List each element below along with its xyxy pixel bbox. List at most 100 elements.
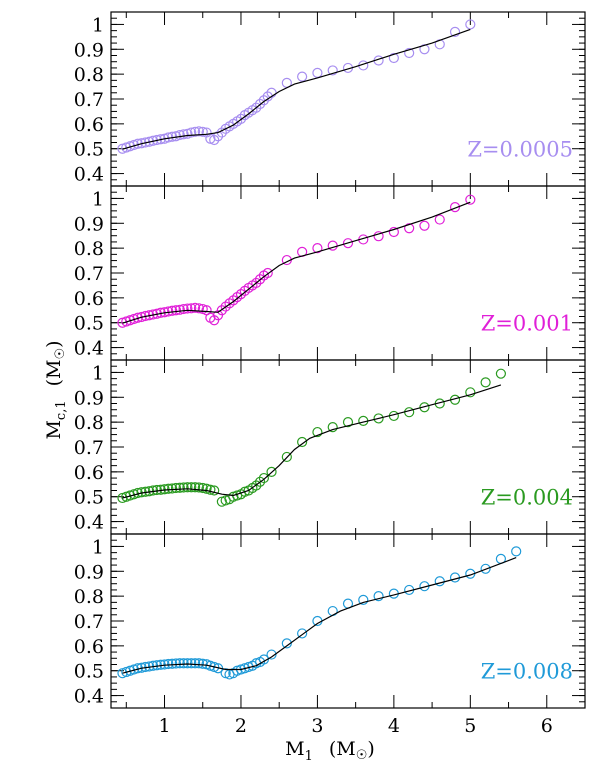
data-point xyxy=(449,572,461,583)
data-point xyxy=(258,95,270,106)
data-point xyxy=(465,387,476,398)
data-point xyxy=(189,126,201,137)
data-point xyxy=(186,303,197,314)
data-point xyxy=(373,231,384,242)
x-axis-label-sub: 1 xyxy=(305,749,313,764)
data-point xyxy=(186,658,197,669)
data-point xyxy=(167,305,178,316)
y-tick-label: 0.9 xyxy=(74,561,104,583)
data-point xyxy=(480,563,491,574)
data-point xyxy=(404,407,415,418)
data-point xyxy=(404,47,415,59)
data-point xyxy=(358,594,369,605)
panel-3: 0.4 0.5 0.6 0.7 0.8 0.9 1 Z=0.004 xyxy=(74,359,586,535)
x-axis-label-unit: (M xyxy=(329,738,356,760)
data-point xyxy=(266,87,277,98)
data-point xyxy=(193,658,205,669)
data-point xyxy=(266,649,277,660)
panel-label: Z=0.0005 xyxy=(467,137,573,161)
data-point xyxy=(174,304,185,315)
y-tick-label: 1 xyxy=(92,14,104,36)
data-point xyxy=(327,65,338,76)
data-point xyxy=(281,451,292,463)
panel-1: 0.4 0.5 0.6 0.7 0.8 0.9 1 Z=0.0005 xyxy=(74,11,586,187)
fit-line xyxy=(122,557,517,674)
x-tick-label: 4 xyxy=(388,715,400,737)
data-point xyxy=(235,113,247,124)
y-tick-label: 0.7 xyxy=(74,263,104,285)
data-point xyxy=(182,482,193,493)
data-point xyxy=(465,19,476,30)
y-tick-label: 0.8 xyxy=(74,586,104,608)
data-point xyxy=(262,267,273,279)
data-point xyxy=(186,127,197,138)
data-point xyxy=(201,483,212,494)
data-point xyxy=(251,102,262,113)
x-tick-label: 6 xyxy=(541,715,553,737)
data-point xyxy=(163,483,174,494)
y-tick-label: 0.9 xyxy=(74,39,104,61)
y-tick-label: 0.7 xyxy=(74,89,104,111)
data-point xyxy=(189,302,201,313)
x-tick-label: 2 xyxy=(235,715,247,737)
data-point xyxy=(205,484,216,495)
y-tick-label: 0.4 xyxy=(74,512,104,534)
fit-line xyxy=(122,384,502,499)
data-point xyxy=(495,368,507,379)
data-point xyxy=(449,202,461,213)
x-tick-label: 5 xyxy=(464,715,476,737)
y-tick-label: 0.6 xyxy=(74,636,104,658)
data-point xyxy=(312,426,323,438)
fit-line xyxy=(122,201,471,324)
data-point xyxy=(163,658,174,670)
data-point xyxy=(342,417,354,428)
data-point xyxy=(216,305,227,316)
data-point xyxy=(388,226,399,238)
y-tick-label: 0.6 xyxy=(74,288,104,310)
data-point xyxy=(312,243,323,254)
y-tick-label: 0.7 xyxy=(74,611,104,633)
panels: 0.40.50.60.70.80.91Z=0.00050.40.50.60.70… xyxy=(74,11,586,737)
panel-label: Z=0.004 xyxy=(481,485,573,509)
data-point xyxy=(178,658,189,669)
y-tick-label: 0.9 xyxy=(74,213,104,235)
y-axis-label: Mc,1 (M☉) xyxy=(43,340,69,439)
data-point xyxy=(136,311,147,323)
y-tick-label: 0.5 xyxy=(74,313,104,335)
data-point xyxy=(174,658,185,669)
data-point xyxy=(178,129,189,140)
data-point xyxy=(419,220,430,231)
data-point xyxy=(404,223,415,234)
sun-symbol-icon: ☉ xyxy=(356,748,368,763)
y-tick-label: 1 xyxy=(92,188,104,210)
data-point xyxy=(170,305,182,316)
data-point xyxy=(189,482,201,493)
data-point xyxy=(144,136,155,147)
svg-text:M1(M☉): M1 (M☉) xyxy=(285,738,375,764)
y-axis-label-unit-close: ) xyxy=(43,340,65,347)
data-point xyxy=(297,628,308,639)
data-point xyxy=(480,377,491,388)
data-point xyxy=(209,134,220,146)
data-point xyxy=(189,658,201,669)
data-point xyxy=(132,312,143,323)
data-point xyxy=(251,277,262,289)
y-tick-label: 0.5 xyxy=(74,661,104,683)
data-point xyxy=(434,214,445,225)
data-point xyxy=(297,436,308,448)
data-point xyxy=(193,303,205,314)
data-point xyxy=(266,466,277,477)
data-point xyxy=(193,126,205,137)
data-point xyxy=(251,480,262,491)
y-axis-label-sub: c,1 xyxy=(54,400,69,420)
data-point xyxy=(170,482,182,494)
data-point xyxy=(254,274,266,285)
y-tick-label: 0.5 xyxy=(74,139,104,161)
sun-symbol-icon: ☉ xyxy=(53,348,68,360)
y-tick-label: 0.8 xyxy=(74,64,104,86)
panel-label: Z=0.008 xyxy=(481,659,573,683)
y-tick-label: 0.6 xyxy=(74,462,104,484)
y-tick-label: 0.4 xyxy=(74,164,104,186)
data-point xyxy=(511,546,522,557)
